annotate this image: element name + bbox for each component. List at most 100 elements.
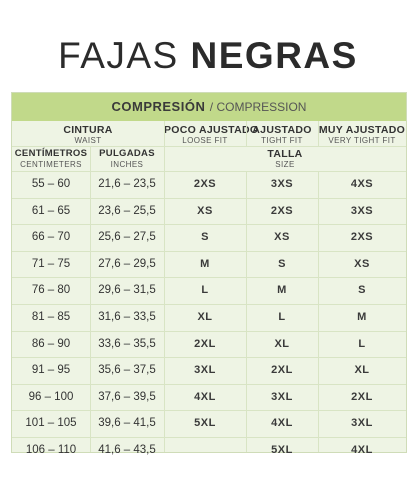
row-divider: [12, 197, 406, 199]
row-divider: [12, 224, 406, 226]
table-row: 71 – 75 27,6 – 29,5 M S XS: [12, 252, 406, 278]
header-tight-fit: AJUSTADO TIGHT FIT: [246, 124, 318, 146]
header-cm-en: CENTIMETERS: [20, 160, 82, 169]
very-tight-fit-size-cell: 4XL: [351, 443, 373, 456]
header-size-en: SIZE: [275, 160, 295, 169]
tight-fit-size-cell: 3XS: [270, 178, 294, 190]
header-divider: [12, 171, 406, 172]
row-divider: [12, 436, 406, 438]
size-rows: 55 – 60 21,6 – 23,5 2XS 3XS 4XS 61 – 65 23,6 –…: [12, 172, 406, 464]
table-row: 91 – 95 35,6 – 37,5 3XL 2XL XL: [12, 358, 406, 384]
table-row: 106 – 110 41,6 – 43,5 5XL 4XL: [12, 438, 406, 464]
header-loose-fit: POCO AJUSTADO LOOSE FIT: [164, 124, 259, 146]
row-divider: [12, 410, 406, 412]
waist-in-cell: 23,6 – 25,5: [98, 204, 156, 217]
waist-in-cell: 21,6 – 23,5: [98, 178, 156, 190]
row-divider: [12, 277, 406, 279]
header-waist-en: WAIST: [74, 136, 102, 145]
tight-fit-size-cell: M: [277, 284, 287, 297]
waist-in-cell: 35,6 – 37,5: [98, 364, 156, 377]
waist-cm-cell: 61 – 65: [31, 204, 71, 217]
page-title: FAJAS NEGRAS: [0, 34, 416, 78]
loose-fit-size-cell: 4XL: [194, 390, 216, 403]
waist-cm-cell: 96 – 100: [28, 390, 74, 403]
loose-fit-size-cell: M: [200, 257, 210, 270]
header-divider: [12, 146, 406, 147]
very-tight-fit-size-cell: 2XL: [351, 390, 373, 403]
compression-label-en: / COMPRESSION: [209, 100, 307, 114]
waist-in-cell: 41,6 – 43,5: [98, 443, 156, 456]
header-tight-en: TIGHT FIT: [261, 136, 303, 145]
header-size-es: TALLA: [267, 148, 303, 160]
header-inches: PULGADAS INCHES: [90, 148, 164, 170]
row-divider: [12, 330, 406, 332]
waist-cm-cell: 101 – 105: [25, 417, 77, 430]
very-tight-fit-size-cell: 3XL: [351, 417, 373, 430]
header-loose-es: POCO AJUSTADO: [164, 124, 259, 136]
tight-fit-size-cell: 2XL: [271, 364, 293, 377]
tight-fit-size-cell: XL: [274, 337, 290, 350]
very-tight-fit-size-cell: 2XS: [350, 231, 374, 244]
tight-fit-size-cell: 5XL: [271, 443, 293, 456]
waist-cm-cell: 91 – 95: [31, 364, 71, 377]
header-very-en: VERY TIGHT FIT: [328, 136, 396, 145]
table-row: 66 – 70 25,6 – 27,5 S XS 2XS: [12, 225, 406, 251]
header-in-en: INCHES: [110, 160, 144, 169]
loose-fit-size-cell: 2XL: [194, 337, 216, 350]
loose-fit-size-cell: 5XL: [194, 417, 216, 430]
table-row: 76 – 80 29,6 – 31,5 L M S: [12, 278, 406, 304]
very-tight-fit-size-cell: S: [358, 284, 366, 297]
header-in-es: PULGADAS: [99, 148, 155, 159]
header-very-es: MUY AJUSTADO: [318, 124, 406, 136]
table-row: 86 – 90 33,6 – 35,5 2XL XL L: [12, 332, 406, 358]
table-row: 61 – 65 23,6 – 25,5 XS 2XS 3XS: [12, 199, 406, 225]
table-row: 101 – 105 39,6 – 41,5 5XL 4XL 3XL: [12, 411, 406, 437]
title-bold: NEGRAS: [190, 35, 358, 76]
waist-in-cell: 29,6 – 31,5: [98, 284, 156, 297]
very-tight-fit-size-cell: XL: [354, 364, 370, 377]
row-divider: [12, 250, 406, 252]
column-divider: [246, 172, 247, 452]
loose-fit-size-cell: XS: [197, 204, 213, 217]
waist-in-cell: 31,6 – 33,5: [98, 310, 156, 323]
compression-label-es: COMPRESIÓN: [111, 99, 206, 114]
column-divider: [164, 121, 165, 452]
header-loose-en: LOOSE FIT: [182, 136, 228, 145]
header-waist: CINTURA WAIST: [12, 124, 164, 146]
loose-fit-size-cell: S: [201, 231, 209, 244]
waist-in-cell: 25,6 – 27,5: [98, 231, 156, 244]
row-divider: [12, 357, 406, 359]
tight-fit-size-cell: 3XL: [271, 390, 293, 403]
tight-fit-size-cell: L: [278, 310, 286, 323]
waist-in-cell: 37,6 – 39,5: [98, 390, 156, 403]
waist-in-cell: 39,6 – 41,5: [98, 417, 156, 430]
title-light: FAJAS: [58, 35, 179, 76]
header-cm-es: CENTÍMETROS: [14, 148, 88, 159]
size-chart: COMPRESIÓN / COMPRESSION CINTURA WAIST P…: [11, 92, 407, 456]
column-divider: [318, 121, 319, 146]
very-tight-fit-size-cell: 3XS: [350, 204, 374, 217]
header-size: TALLA SIZE: [164, 148, 406, 170]
waist-cm-cell: 55 – 60: [31, 178, 71, 190]
loose-fit-size-cell: XL: [197, 310, 213, 323]
loose-fit-size-cell: L: [201, 284, 209, 297]
very-tight-fit-size-cell: XS: [354, 257, 370, 270]
column-divider: [90, 146, 91, 452]
table-row: 81 – 85 31,6 – 33,5 XL L M: [12, 305, 406, 331]
very-tight-fit-size-cell: L: [358, 337, 366, 350]
loose-fit-size-cell: 3XL: [194, 364, 216, 377]
very-tight-fit-size-cell: M: [357, 310, 367, 323]
waist-in-cell: 33,6 – 35,5: [98, 337, 156, 350]
header-very-tight-fit: MUY AJUSTADO VERY TIGHT FIT: [318, 124, 406, 146]
very-tight-fit-size-cell: 4XS: [350, 178, 374, 190]
waist-cm-cell: 81 – 85: [31, 310, 71, 323]
header-tight-es: AJUSTADO: [252, 124, 312, 136]
table-row: 96 – 100 37,6 – 39,5 4XL 3XL 2XL: [12, 385, 406, 411]
tight-fit-size-cell: S: [278, 257, 286, 270]
loose-fit-size-cell: [164, 438, 246, 464]
waist-cm-cell: 71 – 75: [31, 257, 71, 270]
tight-fit-size-cell: 4XL: [271, 417, 293, 430]
header-waist-es: CINTURA: [63, 124, 113, 136]
header-centimeters: CENTÍMETROS CENTIMETERS: [12, 148, 90, 170]
table-row: 55 – 60 21,6 – 23,5 2XS 3XS 4XS: [12, 172, 406, 198]
